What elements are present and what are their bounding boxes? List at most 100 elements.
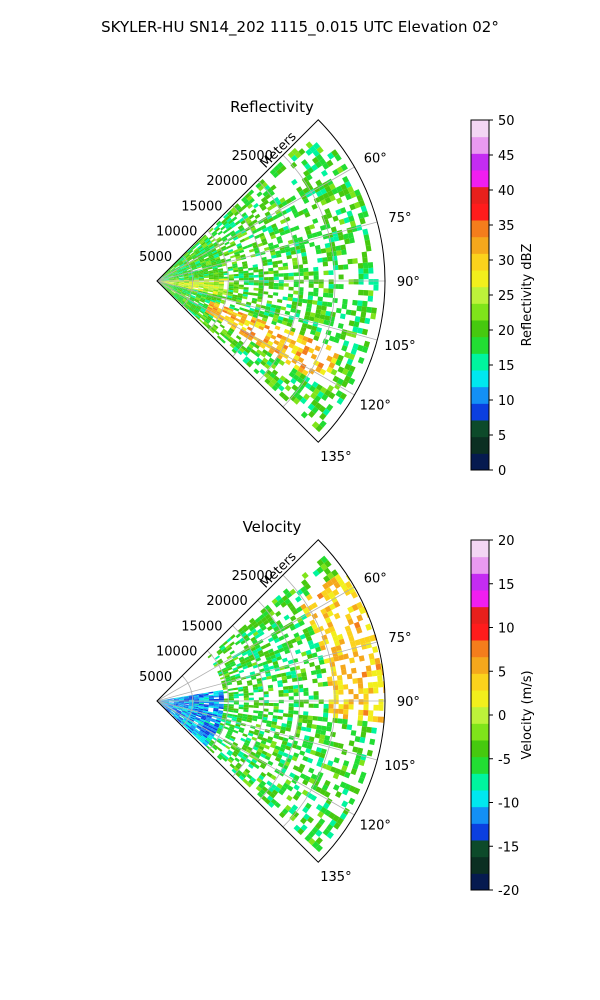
radar-bin bbox=[181, 721, 186, 726]
radar-bin bbox=[323, 288, 329, 293]
radar-bin bbox=[285, 745, 292, 751]
radar-bin bbox=[301, 322, 308, 329]
radar-bin bbox=[184, 305, 189, 310]
radar-bin bbox=[218, 689, 224, 693]
radar-bin bbox=[205, 318, 211, 323]
radar-bin bbox=[237, 686, 244, 690]
radar-bin bbox=[258, 652, 265, 658]
radar-bin bbox=[273, 748, 280, 754]
radar-bin bbox=[363, 268, 369, 274]
radar-bin bbox=[204, 731, 210, 736]
radar-bin bbox=[205, 745, 211, 751]
radar-bin bbox=[316, 592, 324, 600]
radar-bin bbox=[276, 319, 283, 324]
radar-bin bbox=[230, 662, 237, 668]
radar-bin bbox=[327, 190, 334, 197]
radar-bin bbox=[287, 659, 294, 665]
radar-bin bbox=[268, 282, 274, 287]
radar-bin bbox=[191, 264, 197, 268]
radar-bin bbox=[198, 301, 204, 306]
radar-bin bbox=[230, 735, 236, 740]
radar-bin bbox=[342, 175, 350, 184]
radar-bin bbox=[181, 291, 187, 295]
radar-bin bbox=[213, 275, 219, 278]
radar-bin bbox=[267, 648, 274, 654]
radar-bin bbox=[287, 293, 294, 298]
radar-bin bbox=[193, 271, 199, 274]
radar-bin bbox=[223, 690, 229, 694]
radar-bin bbox=[298, 703, 304, 708]
radar-bin bbox=[333, 699, 339, 705]
radar-bin bbox=[332, 772, 340, 780]
radar-bin bbox=[324, 735, 331, 741]
radar-bin bbox=[292, 684, 299, 690]
radar-bin bbox=[193, 706, 199, 709]
radar-bin bbox=[203, 276, 209, 279]
radar-bin bbox=[269, 372, 276, 379]
radar-bin bbox=[212, 292, 218, 295]
radar-bin bbox=[176, 290, 182, 294]
radar-bin bbox=[278, 689, 284, 694]
radar-bin bbox=[207, 252, 213, 257]
radar-bin bbox=[232, 321, 239, 327]
radar-bin bbox=[193, 276, 199, 278]
radar-bin bbox=[208, 703, 214, 705]
radar-bin bbox=[184, 701, 190, 703]
radar-bin bbox=[218, 269, 224, 273]
radar-bin bbox=[333, 337, 340, 344]
radar-bin bbox=[289, 615, 297, 622]
radar-bin bbox=[170, 267, 175, 271]
radar-bin bbox=[199, 259, 205, 263]
radar-bin bbox=[311, 841, 320, 849]
radar-bin bbox=[320, 188, 328, 195]
radar-bin bbox=[217, 650, 223, 656]
radar-bin bbox=[173, 273, 178, 276]
radar-bin bbox=[263, 338, 269, 344]
radar-bin bbox=[183, 274, 189, 277]
radar-bin bbox=[268, 357, 275, 364]
radar-bin bbox=[166, 270, 171, 274]
radar-bin bbox=[180, 255, 185, 260]
radar-bin bbox=[322, 408, 330, 416]
radar-bin bbox=[326, 831, 334, 839]
radar-bin bbox=[174, 281, 180, 283]
radar-bin bbox=[196, 714, 202, 718]
radar-bin bbox=[242, 313, 248, 318]
radar-bin bbox=[269, 619, 276, 626]
radar-bin bbox=[209, 328, 215, 334]
panel-reflectivity: Reflectivity500010000150002000025000Mete… bbox=[139, 98, 535, 479]
radar-bin bbox=[326, 403, 334, 412]
radar-bin bbox=[239, 227, 245, 232]
radar-bin bbox=[282, 737, 289, 743]
radar-bin bbox=[168, 705, 173, 708]
radar-bin bbox=[162, 284, 168, 289]
radar-bin bbox=[193, 274, 199, 276]
radar-bin bbox=[288, 807, 296, 815]
radar-bin bbox=[181, 720, 186, 725]
radar-bin bbox=[173, 277, 179, 279]
radar-bin bbox=[340, 244, 347, 251]
radar-bin bbox=[314, 345, 321, 352]
radar-bin bbox=[226, 331, 232, 337]
radar-bin bbox=[239, 727, 245, 731]
radar-bin bbox=[253, 622, 259, 629]
radar-bin bbox=[258, 282, 264, 286]
radar-bin bbox=[231, 261, 237, 265]
radar-bin bbox=[316, 761, 323, 768]
radar-bin bbox=[281, 723, 287, 728]
radar-bin bbox=[361, 251, 368, 258]
radar-bin bbox=[197, 709, 204, 712]
radar-bin bbox=[322, 712, 329, 718]
radar-bin bbox=[170, 710, 175, 715]
radar-bin bbox=[208, 305, 214, 309]
radar-bin bbox=[315, 249, 322, 255]
colorbar-tick-label: 50 bbox=[498, 114, 515, 129]
radar-bin bbox=[200, 308, 206, 313]
radar-bin bbox=[202, 244, 208, 249]
radar-bin bbox=[252, 266, 259, 271]
radar-bin bbox=[213, 693, 219, 697]
radar-bin bbox=[266, 720, 273, 725]
radar-bin bbox=[313, 279, 319, 284]
radar-bin bbox=[315, 383, 323, 391]
radar-bin bbox=[242, 733, 248, 738]
